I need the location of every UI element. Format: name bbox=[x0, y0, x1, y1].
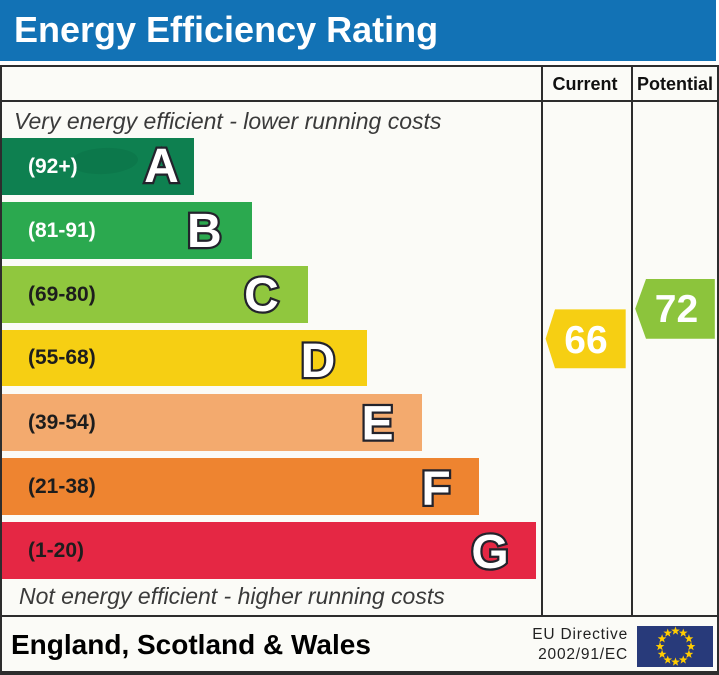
svg-text:E: E bbox=[361, 398, 393, 451]
svg-text:B: B bbox=[187, 205, 222, 258]
svg-text:66: 66 bbox=[564, 319, 607, 362]
svg-text:C: C bbox=[244, 269, 279, 322]
svg-text:G: G bbox=[471, 526, 508, 579]
svg-text:72: 72 bbox=[655, 288, 698, 331]
svg-text:A: A bbox=[144, 140, 179, 193]
svg-text:D: D bbox=[301, 335, 336, 388]
svg-text:F: F bbox=[421, 463, 450, 516]
